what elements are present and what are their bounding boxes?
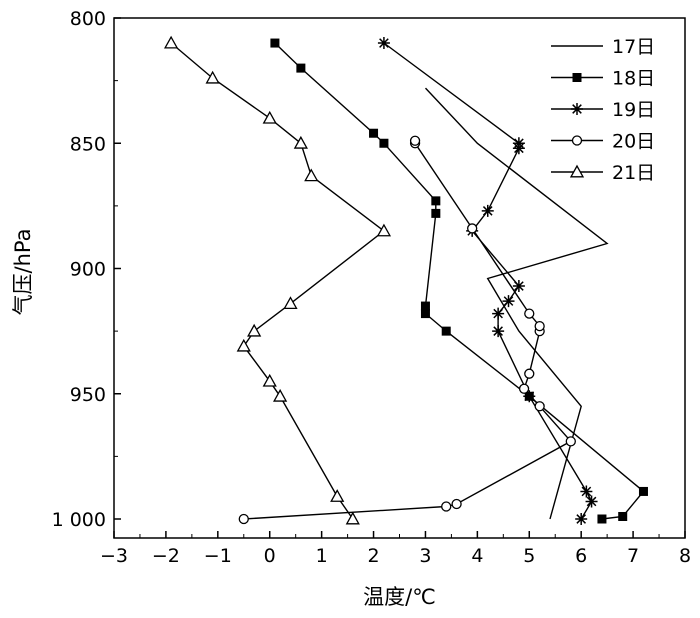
data-point [420,309,430,319]
data-point [236,338,251,352]
data-point [585,495,598,508]
series-layer [163,35,648,525]
series-square [270,38,648,524]
data-point [575,513,588,525]
x-tick-label: −1 [204,545,232,567]
data-point [534,320,545,332]
data-point [273,388,288,402]
data-point [481,204,494,217]
legend-entry: 17日 [551,36,655,58]
legend-entry: 21日 [551,162,655,184]
data-point [597,514,607,524]
data-point [238,513,249,525]
data-point [420,301,430,311]
series-line [243,140,572,520]
y-tick-label: 950 [70,384,106,406]
data-point [467,223,478,234]
data-point [293,135,308,149]
data-point [638,486,648,496]
series-line [274,42,645,520]
x-tick-label: 3 [419,545,431,567]
y-tick-label: 850 [70,133,106,155]
data-point [492,307,505,320]
data-point [409,135,421,146]
data-point [296,63,306,73]
legend-label: 19日 [612,99,655,121]
series-line [424,87,609,520]
data-point [270,38,280,48]
series-none [424,87,609,520]
data-point [524,308,535,319]
data-point [163,35,179,49]
x-tick-label: 4 [471,545,483,567]
x-tick-label: 7 [627,545,639,567]
data-point [571,135,583,146]
data-point [524,368,535,379]
data-point [247,323,262,337]
data-point [580,485,593,498]
x-tick-label: −2 [152,545,180,567]
data-point [565,436,576,447]
data-point [283,296,298,310]
data-point [379,138,389,148]
y-axis-title: 气压/hPa [11,229,35,316]
data-point [569,164,585,178]
data-point [431,196,441,206]
data-point [534,401,545,412]
data-point [376,223,392,237]
legend: 17日 18日 19日 20日 21日 [551,36,655,184]
x-tick-label: 0 [264,545,276,567]
data-point [369,128,379,138]
data-point [523,390,536,403]
x-tick-label: 5 [523,545,535,567]
plot-frame [113,17,686,539]
data-point [451,498,462,510]
data-point [441,501,452,512]
data-point [512,137,525,150]
legend-entry: 19日 [551,99,655,121]
data-point [431,208,441,218]
data-point [205,70,220,84]
axis-ticks: −3 −2 −1 0 1 2 3 4 5 6 7 8 800 850 900 950 1 000 [52,8,691,567]
data-point [262,110,277,124]
x-tick-label: 6 [575,545,587,567]
data-point [262,373,277,387]
data-point [618,511,628,521]
x-tick-label: 1 [316,545,328,567]
data-point [441,326,451,336]
x-tick-label: 2 [367,545,379,567]
data-point [304,168,319,182]
legend-entry: 20日 [551,131,655,153]
data-point [572,73,582,82]
series-circle [238,135,576,525]
legend-label: 18日 [612,68,655,90]
data-point [502,295,515,308]
legend-label: 21日 [612,162,655,184]
legend-entry: 18日 [551,68,655,90]
data-point [377,37,390,50]
data-point [330,489,345,502]
series-asterisk [377,37,598,525]
data-point [518,383,530,394]
legend-label: 17日 [612,36,655,58]
y-tick-label: 900 [70,259,106,281]
x-axis-title: 温度/℃ [363,585,436,609]
data-point [512,280,525,293]
legend-label: 20日 [612,131,655,153]
data-point [345,511,360,525]
x-tick-label: −3 [100,545,128,567]
data-point [571,103,583,115]
y-tick-label: 1 000 [52,509,106,531]
y-tick-label: 800 [70,8,106,30]
x-tick-label: 8 [679,545,691,567]
series-triangle [163,35,392,525]
data-point [492,325,505,338]
